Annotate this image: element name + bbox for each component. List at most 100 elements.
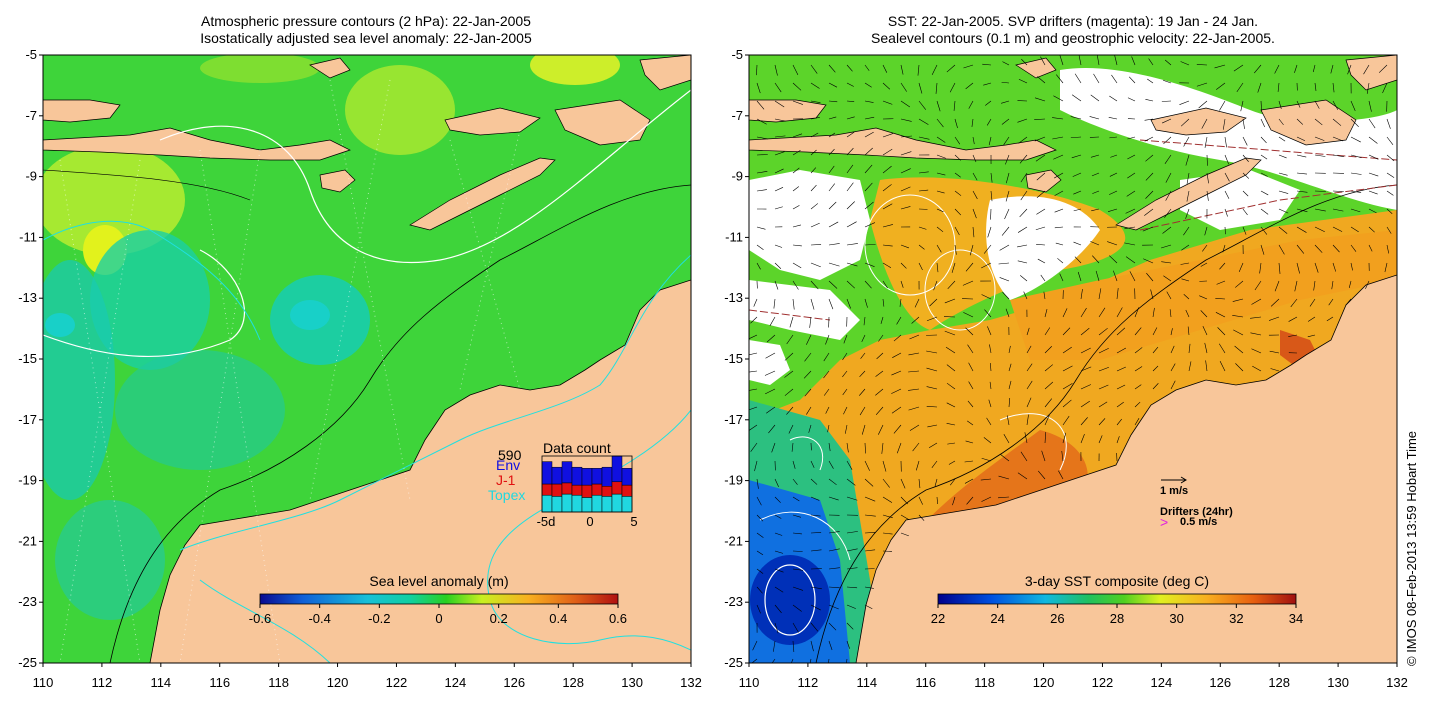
left-x-tick-label: 124 xyxy=(445,675,467,690)
right-x-tick-label: 126 xyxy=(1209,675,1231,690)
left-map xyxy=(25,45,691,663)
left-x-tick-label: 128 xyxy=(562,675,584,690)
left-y-tick-label: -7 xyxy=(25,108,37,123)
left-colorbar-tick-label: -0.2 xyxy=(368,611,390,626)
left-x-tick-label: 114 xyxy=(150,675,171,690)
sla-low-south xyxy=(115,350,285,470)
right-x-tick-label: 130 xyxy=(1327,675,1349,690)
right-x-tick-label: 120 xyxy=(1033,675,1055,690)
inset-bar-env xyxy=(552,467,562,484)
right-y-tick-label: -9 xyxy=(731,169,743,184)
right-x-tick-label: 114 xyxy=(856,675,877,690)
left-y-tick-label: -19 xyxy=(18,473,37,488)
sla-high-north xyxy=(345,65,455,155)
right-y-tick-label: -23 xyxy=(724,594,743,609)
sla-min-west xyxy=(45,313,75,337)
inset-bar-topex xyxy=(582,497,592,512)
inset-bar-j1 xyxy=(622,485,632,496)
left-y-tick-label: -5 xyxy=(25,47,37,62)
right-y-tick-label: -17 xyxy=(724,412,743,427)
drifters-scale: 0.5 m/s xyxy=(1180,516,1217,528)
right-colorbar xyxy=(938,594,1296,604)
sla-high-northeast xyxy=(530,45,620,85)
right-y-tick-label: -5 xyxy=(731,47,743,62)
inset-bar-topex xyxy=(542,495,552,512)
left-x-tick-label: 132 xyxy=(680,675,702,690)
inset-bar-topex xyxy=(552,496,562,512)
inset-bar-topex xyxy=(612,494,622,512)
left-colorbar-tick-label: -0.4 xyxy=(308,611,330,626)
left-x-tick-label: 126 xyxy=(503,675,525,690)
left-title-line1: Atmospheric pressure contours (2 hPa): 2… xyxy=(201,13,531,29)
inset-bar-j1 xyxy=(602,486,612,496)
inset-bar-topex xyxy=(562,494,572,512)
sla-low-southwest xyxy=(55,500,165,620)
right-y-tick-label: -11 xyxy=(725,229,743,244)
inset-bar-topex xyxy=(602,496,612,512)
left-colorbar xyxy=(260,594,618,604)
right-colorbar-tick-label: 22 xyxy=(931,611,945,626)
left-x-tick-label: 122 xyxy=(386,675,408,690)
right-x-tick-label: 122 xyxy=(1092,675,1114,690)
inset-bar-env xyxy=(592,468,602,484)
credit-text: © IMOS 08-Feb-2013 13:59 Hobart Time xyxy=(1404,431,1419,666)
left-y-tick-label: -25 xyxy=(18,655,37,670)
inset-bar-env xyxy=(542,462,552,484)
inset-bar-env xyxy=(622,468,632,485)
right-y-tick-label: -7 xyxy=(731,108,743,123)
left-colorbar-tick-label: 0.4 xyxy=(549,611,567,626)
left-x-tick-label: 110 xyxy=(33,675,54,690)
inset-bar-env xyxy=(612,456,622,482)
inset-bar-topex xyxy=(622,496,632,512)
right-y-tick-label: -19 xyxy=(724,473,743,488)
inset-tick-zero: 0 xyxy=(586,514,593,529)
left-colorbar-title: Sea level anomaly (m) xyxy=(369,573,508,589)
inset-tick-end: 5 xyxy=(630,514,637,529)
sla-low-far-west xyxy=(25,260,115,500)
sla-band-north xyxy=(200,53,320,83)
inset-bar-j1 xyxy=(552,484,562,496)
left-y-tick-label: -13 xyxy=(18,290,37,305)
right-x-tick-label: 124 xyxy=(1151,675,1173,690)
left-y-tick-label: -23 xyxy=(18,594,37,609)
left-colorbar-tick-label: 0.2 xyxy=(490,611,508,626)
right-y-tick-label: -25 xyxy=(724,655,743,670)
left-x-tick-label: 118 xyxy=(268,675,289,690)
left-colorbar-tick-label: 0.6 xyxy=(609,611,627,626)
inset-bar-j1 xyxy=(542,484,552,495)
right-x-tick-label: 118 xyxy=(974,675,995,690)
right-x-tick-label: 112 xyxy=(798,675,819,690)
drifters-glyph: > xyxy=(1160,514,1168,530)
left-x-tick-label: 112 xyxy=(92,675,113,690)
left-x-tick-label: 116 xyxy=(209,675,230,690)
inset-bar-j1 xyxy=(612,482,622,494)
left-colorbar-tick-label: 0 xyxy=(435,611,442,626)
inset-bar-env xyxy=(572,467,582,485)
left-title-line2: Isostatically adjusted sea level anomaly… xyxy=(200,30,532,46)
right-colorbar-tick-label: 26 xyxy=(1050,611,1064,626)
inset-bar-j1 xyxy=(562,483,572,494)
right-title-line1: SST: 22-Jan-2005. SVP drifters (magenta)… xyxy=(888,13,1258,29)
right-title-line2: Sealevel contours (0.1 m) and geostrophi… xyxy=(871,30,1275,46)
inset-title: Data count xyxy=(543,440,611,456)
left-y-tick-label: -11 xyxy=(19,229,37,244)
inset-bar-j1 xyxy=(572,485,582,495)
right-colorbar-tick-label: 28 xyxy=(1110,611,1124,626)
right-x-tick-label: 132 xyxy=(1386,675,1408,690)
left-y-tick-label: -17 xyxy=(18,412,37,427)
left-x-tick-label: 130 xyxy=(621,675,643,690)
right-colorbar-tick-label: 30 xyxy=(1169,611,1183,626)
left-y-axis: -5-7-9-11-13-15-17-19-21-23-25 xyxy=(18,47,43,670)
right-y-tick-label: -15 xyxy=(724,351,743,366)
inset-bar-j1 xyxy=(592,484,602,495)
inset-bar-env xyxy=(562,462,572,483)
inset-legend-j1: J-1 xyxy=(496,472,516,488)
right-y-tick-label: -21 xyxy=(724,533,743,548)
right-colorbar-tick-label: 32 xyxy=(1229,611,1243,626)
right-colorbar-title: 3-day SST composite (deg C) xyxy=(1025,573,1209,589)
right-y-axis: -5-7-9-11-13-15-17-19-21-23-25 xyxy=(724,47,749,670)
velocity-legend-label: 1 m/s xyxy=(1160,485,1188,497)
